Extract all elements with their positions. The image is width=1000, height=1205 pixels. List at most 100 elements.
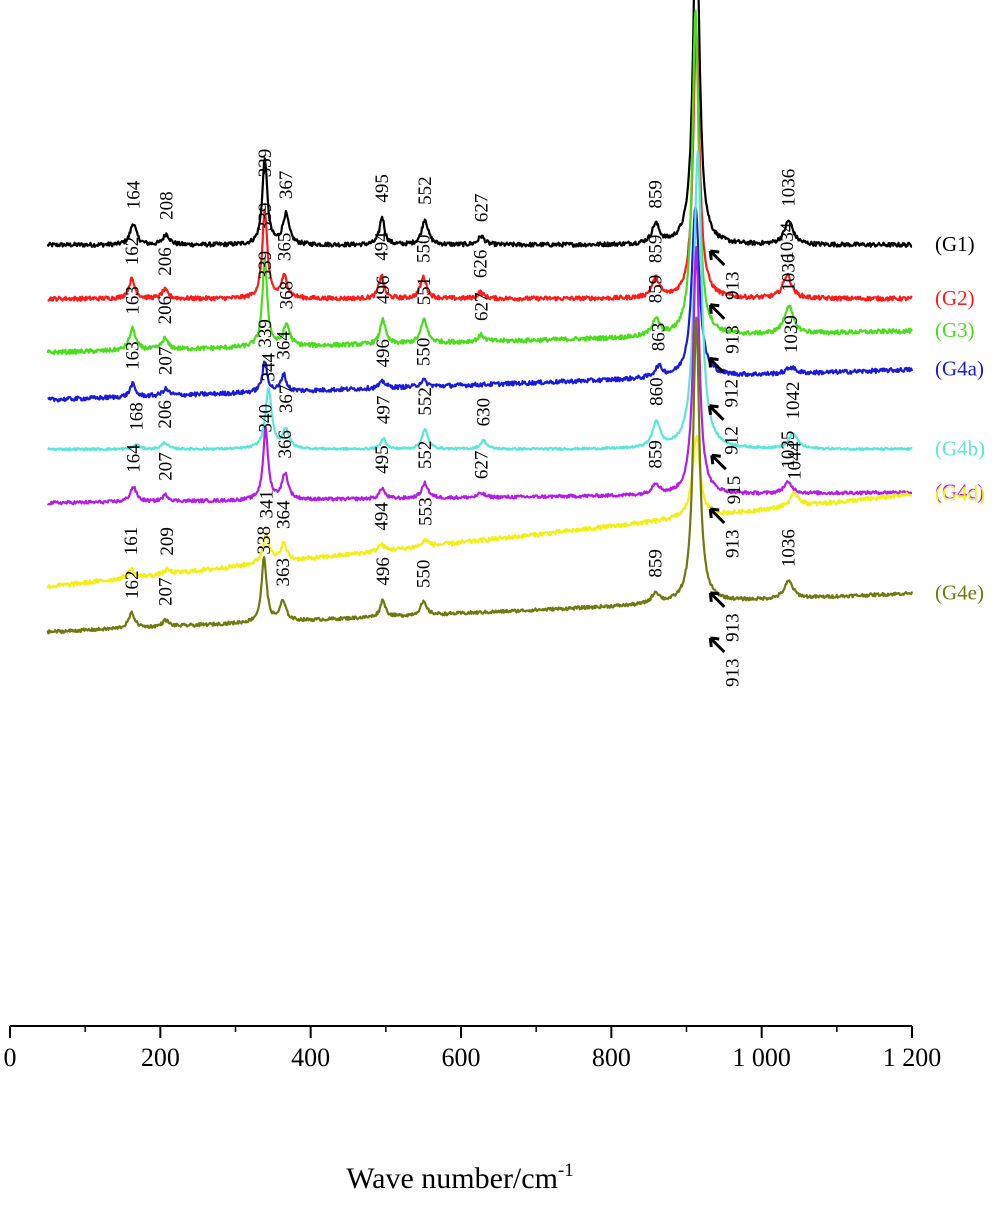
peak-label-g4a-364: 364 (274, 331, 295, 360)
spectrum-line-g3 (46, 9, 913, 356)
peak-label-g4c-859: 859 (646, 440, 667, 469)
peak-label-g3-551: 551 (414, 277, 435, 306)
peak-arrow-g4b (710, 453, 727, 471)
peak-label-g4a-339: 339 (255, 319, 276, 348)
peak-label-g1-859: 859 (646, 180, 667, 209)
peak-label-g4e-913: 913 (722, 659, 743, 688)
peak-label-g4e-496: 496 (373, 557, 394, 586)
peak-label-g4a-496: 496 (373, 339, 394, 368)
peak-label-g4e-550: 550 (413, 560, 434, 589)
peak-label-g1-913: 913 (722, 272, 743, 301)
peak-arrow-g4a (708, 404, 725, 421)
peak-label-g4e-207: 207 (156, 577, 177, 606)
peak-label-g1-495: 495 (372, 174, 393, 203)
peak-arrow-g4c (708, 507, 726, 525)
peak-label-g1-208: 208 (156, 191, 177, 220)
peak-label-g4c-164: 164 (123, 444, 144, 473)
peak-label-g4a-1039: 1039 (781, 315, 802, 353)
x-tick-label-800: 800 (592, 1043, 631, 1072)
peak-label-g4d-364: 364 (274, 500, 295, 529)
peak-label-g4d-494: 494 (371, 502, 392, 531)
peak-label-g3-163: 163 (123, 286, 144, 315)
peak-label-g1-367: 367 (276, 171, 297, 200)
series-label-g4b: (G4b) (935, 436, 985, 460)
peak-arrow-g1 (708, 249, 726, 267)
peak-label-g4b-915: 915 (724, 476, 745, 505)
peak-arrow-g2 (708, 303, 726, 320)
peak-label-g3-859: 859 (646, 275, 667, 304)
peak-label-g2-550: 550 (413, 234, 434, 263)
peak-label-g1-339: 339 (255, 149, 276, 178)
peak-label-g4c-495: 495 (372, 445, 393, 474)
x-axis: 0 200 400 600 800 1 000 1 200 Wave number/cm-1 (4, 1025, 942, 1195)
peak-label-g2-626: 626 (471, 250, 492, 279)
peak-label-g4b-1042: 1042 (783, 382, 804, 420)
peak-label-g4d-161: 161 (121, 527, 142, 556)
spectrum-line-g4a (47, 206, 914, 403)
peak-label-g2-206: 206 (155, 247, 176, 276)
peak-label-g1-552: 552 (415, 176, 436, 205)
peak-label-g4a-163: 163 (123, 341, 144, 370)
peak-label-g4e-1036: 1036 (779, 529, 800, 567)
x-tick-label-600: 600 (442, 1043, 481, 1072)
peak-label-g4b-206: 206 (155, 400, 176, 429)
peak-label-g4a-207: 207 (156, 347, 177, 376)
peak-label-g4b-552: 552 (415, 387, 436, 416)
peak-label-g4e-859: 859 (646, 549, 667, 578)
spectrum-line-g4d (46, 434, 913, 590)
series-label-g4e: (G4e) (935, 580, 984, 604)
peak-label-g4c-913: 913 (722, 530, 743, 559)
peak-label-g1-1036: 1036 (779, 169, 800, 207)
peak-arrow-g3 (708, 357, 725, 374)
peak-label-g2-339: 339 (255, 203, 276, 232)
peak-label-g4c-627: 627 (471, 451, 492, 480)
series-label-g4d: (G4d) (935, 481, 985, 505)
peak-label-g2-913: 913 (722, 325, 743, 354)
x-tick-label-0: 0 (4, 1043, 17, 1072)
x-tick-label-1000: 1 000 (732, 1043, 791, 1072)
peak-label-g4d-1044: 1044 (785, 441, 806, 480)
peak-label-g4c-1035: 1035 (778, 431, 799, 469)
peak-label-g3-496: 496 (373, 276, 394, 305)
peak-label-g4b-168: 168 (126, 402, 147, 431)
spectrum-line-g4e (46, 316, 914, 635)
peak-label-g4e-363: 363 (273, 558, 294, 587)
x-tick-label-1200: 1 200 (883, 1043, 942, 1072)
peak-label-g4a-912: 912 (722, 426, 743, 455)
spectra-layer: (G1) (G2) (G3) (G4a) (G4b) (G4c)(G4d) (G4e) (46, 0, 985, 635)
peak-label-g4e-338: 338 (254, 526, 275, 555)
peak-arrow-g4e (708, 636, 726, 654)
peak-label-g4a-550: 550 (413, 338, 434, 367)
peak-label-g4b-367: 367 (276, 385, 297, 414)
peak-label-g3-206: 206 (155, 296, 176, 325)
peak-label-g4d-341: 341 (256, 490, 277, 519)
peak-label-g2-494: 494 (371, 232, 392, 261)
peak-label-g4b-344: 344 (259, 353, 280, 382)
x-tick-label-400: 400 (291, 1043, 330, 1072)
peak-label-g2-859: 859 (646, 235, 667, 264)
peak-label-g2-162: 162 (122, 237, 143, 266)
peak-arrow-g4d (708, 591, 726, 608)
peak-label-g3-627: 627 (471, 292, 492, 321)
peak-label-g4d-913: 913 (722, 613, 743, 642)
peak-label-g3-368: 368 (277, 281, 298, 310)
peak-label-g3-1036: 1036 (779, 254, 800, 292)
peak-label-g4b-497: 497 (374, 396, 395, 425)
series-label-g2: (G2) (935, 286, 975, 310)
peak-label-g4d-553: 553 (416, 497, 437, 526)
peak-label-g4b-630: 630 (474, 398, 495, 427)
peak-label-g2-365: 365 (274, 233, 295, 262)
peak-label-g4c-366: 366 (275, 430, 296, 459)
series-label-g4a: (G4a) (935, 357, 984, 381)
peak-label-g4a-863: 863 (649, 323, 670, 352)
peak-label-g4c-552: 552 (415, 441, 436, 470)
series-label-g3: (G3) (935, 318, 975, 342)
series-label-g4c: (G4c) (935, 479, 984, 503)
peak-label-g3-912: 912 (722, 379, 743, 408)
spectrum-line-g1 (46, 0, 913, 248)
peak-label-g4e-162: 162 (122, 571, 143, 600)
peak-label-g4b-860: 860 (646, 377, 667, 406)
spectrum-line-g4b (47, 150, 913, 452)
